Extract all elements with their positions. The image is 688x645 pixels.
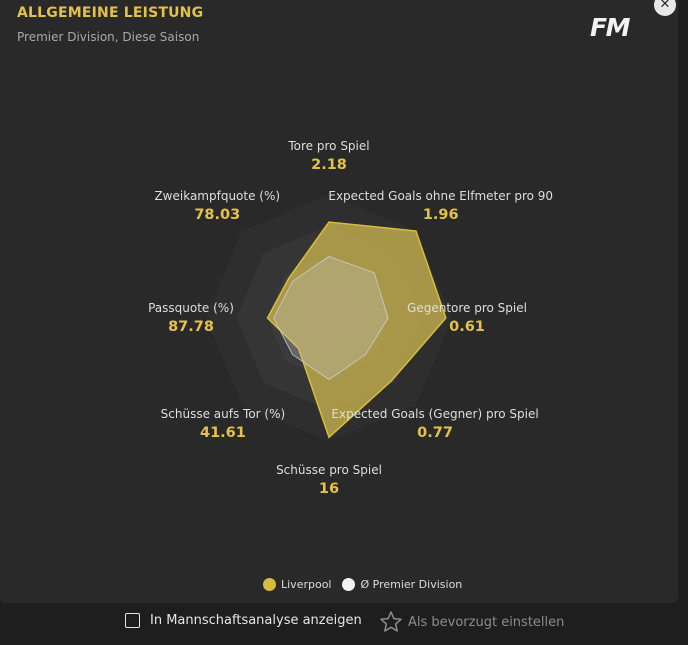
performance-panel: ALLGEMEINE LEISTUNG Premier Division, Di… bbox=[0, 0, 678, 603]
axis-value: 16 bbox=[318, 481, 340, 497]
axis-name: Expected Goals ohne Elfmeter pro 90 bbox=[328, 189, 554, 204]
axis-label-7: Zweikampfquote (%) 78.03 bbox=[97, 189, 337, 224]
axis-label-5: Schüsse aufs Tor (%) 41.61 bbox=[103, 407, 343, 442]
axis-name: Passquote (%) bbox=[148, 301, 234, 315]
axis-name: Gegentore pro Spiel bbox=[407, 301, 527, 315]
axis-label-4: Schüsse pro Spiel 16 bbox=[209, 463, 449, 498]
legend-label-liverpool: Liverpool bbox=[281, 578, 332, 591]
star-icon bbox=[380, 611, 402, 632]
panel-subtitle: Premier Division, Diese Saison bbox=[17, 30, 200, 44]
checkbox-label: In Mannschaftsanalyse anzeigen bbox=[150, 613, 362, 628]
legend-label-league-average: Ø Premier Division bbox=[360, 578, 463, 591]
legend-item-league-average: Ø Premier Division bbox=[342, 578, 462, 591]
checkbox-box[interactable] bbox=[125, 613, 140, 628]
axis-value: 2.18 bbox=[311, 157, 347, 173]
footer-bar: In Mannschaftsanalyse anzeigen Als bevor… bbox=[0, 603, 688, 645]
axis-name: Expected Goals (Gegner) pro Spiel bbox=[331, 407, 539, 422]
axis-value: 0.77 bbox=[417, 425, 453, 442]
axis-value: 41.61 bbox=[199, 425, 246, 442]
axis-label-0: Tore pro Spiel 2.18 bbox=[209, 139, 449, 174]
radar-series-team bbox=[266, 221, 447, 439]
axis-value: 87.78 bbox=[168, 319, 214, 335]
axis-name: Schüsse aufs Tor (%) bbox=[160, 407, 286, 422]
radar-series-league-average bbox=[273, 256, 389, 380]
legend-item-liverpool: Liverpool bbox=[263, 578, 331, 591]
radar-chart bbox=[236, 221, 447, 439]
axis-label-2: Gegentore pro Spiel 0.61 bbox=[347, 301, 587, 336]
chart-legend: Liverpool Ø Premier Division bbox=[263, 578, 473, 591]
team-analysis-checkbox[interactable]: In Mannschaftsanalyse anzeigen bbox=[125, 613, 362, 628]
axis-value: 1.96 bbox=[422, 207, 459, 224]
axis-name: Schüsse pro Spiel bbox=[276, 463, 382, 477]
panel-title: ALLGEMEINE LEISTUNG bbox=[17, 5, 204, 21]
legend-swatch-league-average bbox=[342, 578, 356, 591]
axis-name: Tore pro Spiel bbox=[288, 139, 370, 153]
set-favorite-button[interactable]: Als bevorzugt einstellen bbox=[379, 610, 564, 634]
axis-label-3: Expected Goals (Gegner) pro Spiel 0.77 bbox=[315, 407, 555, 442]
set-favorite-label: Als bevorzugt einstellen bbox=[408, 614, 565, 630]
axis-value: 78.03 bbox=[194, 207, 241, 224]
legend-swatch-liverpool bbox=[263, 578, 276, 591]
fm-logo: FM bbox=[590, 13, 630, 42]
close-icon[interactable]: ✕ bbox=[654, 0, 676, 16]
axis-name: Zweikampfquote (%) bbox=[154, 189, 281, 204]
axis-label-1: Expected Goals ohne Elfmeter pro 90 1.96 bbox=[321, 189, 561, 224]
axis-label-6: Passquote (%) 87.78 bbox=[71, 301, 311, 336]
axis-value: 0.61 bbox=[449, 319, 485, 335]
